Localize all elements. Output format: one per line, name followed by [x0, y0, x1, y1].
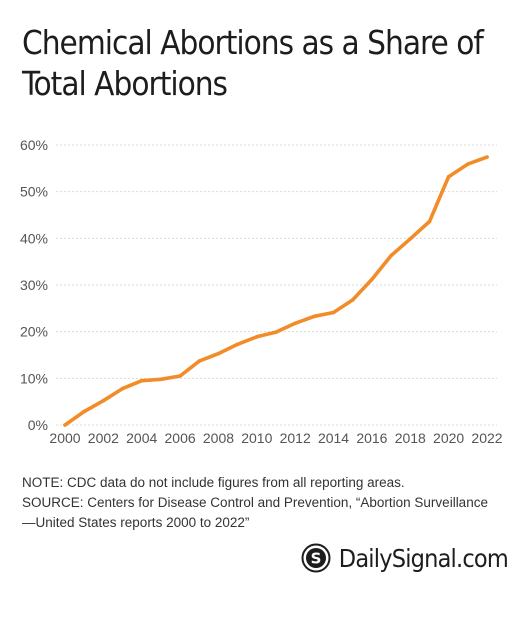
- y-tick-label: 50%: [20, 184, 48, 200]
- data-point: [197, 359, 202, 363]
- data-point: [255, 335, 259, 339]
- data-point: [331, 310, 336, 315]
- chart-notes: NOTE: CDC data do not include figures fr…: [22, 473, 522, 533]
- data-point: [101, 398, 106, 403]
- data-point: [446, 174, 451, 179]
- data-point: [139, 378, 144, 383]
- x-tick-label: 2020: [433, 430, 464, 446]
- data-point: [216, 351, 221, 356]
- source-text-line-2: —United States reports 2000 to 2022”: [22, 515, 250, 530]
- data-point: [370, 277, 374, 282]
- chart-title-line-1: Chemical Abortions as a Share of: [22, 23, 484, 62]
- brand-name: DailySignal.com: [338, 543, 509, 573]
- x-tick-label: 2012: [280, 430, 311, 446]
- x-tick-label: 2014: [318, 430, 349, 446]
- chart-title: Chemical Abortions as a Share of Total A…: [22, 22, 512, 104]
- y-tick-label: 40%: [20, 230, 48, 246]
- x-tick-label: 2006: [165, 430, 196, 446]
- data-point: [408, 237, 413, 241]
- data-point: [466, 162, 470, 166]
- x-tick-label: 2002: [88, 430, 119, 446]
- note-text: NOTE: CDC data do not include figures fr…: [22, 475, 405, 490]
- x-tick-label: 2008: [203, 430, 234, 446]
- data-point: [427, 219, 432, 224]
- data-point: [235, 342, 240, 347]
- data-point: [293, 321, 297, 326]
- x-tick-label: 2004: [126, 430, 157, 446]
- daily-signal-logo-icon: S: [301, 543, 331, 573]
- data-point: [350, 298, 355, 302]
- y-tick-label: 10%: [20, 370, 48, 386]
- y-tick-label: 20%: [20, 324, 48, 340]
- source-text-line-1: SOURCE: Centers for Disease Control and …: [22, 495, 488, 510]
- gridlines: [56, 144, 497, 426]
- data-point: [485, 155, 489, 159]
- x-tick-label: 2018: [395, 430, 426, 446]
- data-point: [120, 386, 125, 391]
- series-layer: [63, 155, 489, 427]
- data-point: [274, 330, 278, 334]
- x-tick-label: 2000: [49, 430, 80, 446]
- data-point: [178, 374, 182, 378]
- brand-logo: S DailySignal.com: [301, 540, 509, 576]
- x-tick-label: 2016: [356, 430, 387, 446]
- y-axis-ticks: 0% 10% 20% 30% 40% 50% 60%: [20, 137, 48, 433]
- data-point: [82, 409, 86, 414]
- x-tick-label: 2022: [471, 430, 502, 446]
- chart-title-line-2: Total Abortions: [22, 64, 228, 103]
- series-line: [63, 155, 489, 427]
- x-tick-label: 2010: [241, 430, 272, 446]
- svg-text:S: S: [310, 550, 321, 568]
- data-point: [159, 377, 163, 382]
- data-point: [312, 314, 317, 319]
- x-axis-ticks: 2000 2002 2004 2006 2008 2010 2012 2014 2016 2018…: [49, 430, 502, 446]
- line-chart: 0%10%20%30%40%50%60% 2000 2002 2004 2006 200…: [20, 137, 503, 446]
- y-tick-label: 60%: [20, 137, 48, 153]
- y-tick-label: 30%: [20, 277, 48, 293]
- data-point: [389, 253, 393, 258]
- y-tick-label: 0%: [28, 417, 48, 433]
- data-point: [63, 423, 67, 427]
